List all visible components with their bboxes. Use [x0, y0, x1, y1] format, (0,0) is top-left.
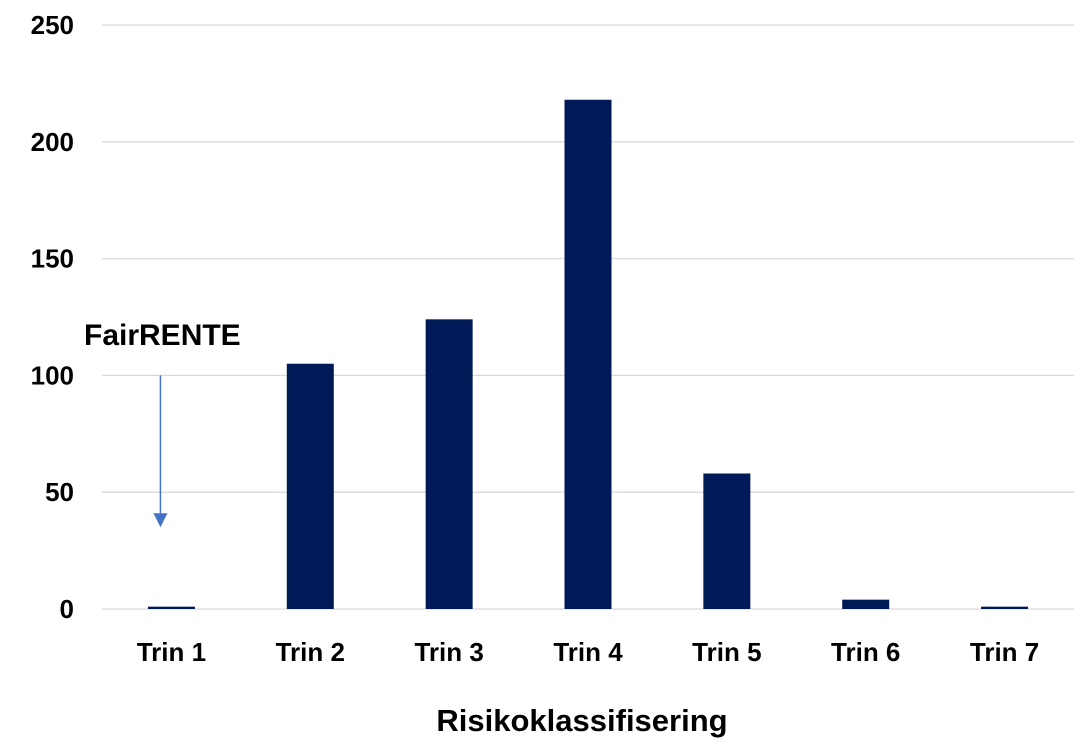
x-tick-label: Trin 4 [553, 637, 623, 667]
bar [703, 473, 751, 609]
bar [147, 606, 195, 609]
x-axis-label: Risikoklassifisering [436, 703, 727, 738]
x-tick-label: Trin 5 [692, 637, 761, 667]
x-tick-label: Trin 2 [276, 637, 345, 667]
x-tick-label: Trin 1 [137, 637, 206, 667]
x-tick-label: Trin 6 [831, 637, 900, 667]
y-tick-label: 150 [31, 244, 74, 274]
bar [981, 606, 1029, 609]
bar [425, 319, 473, 609]
y-tick-label: 250 [31, 10, 74, 40]
x-axis-tick-labels: Trin 1 Trin 2 Trin 3 Trin 4 Trin 5 Trin 6 Trin… [137, 637, 1040, 667]
x-tick-label: Trin 3 [414, 637, 483, 667]
bars [147, 99, 1029, 609]
y-tick-label: 50 [45, 477, 74, 507]
annotation-label: FairRENTE [84, 319, 241, 352]
y-tick-label: 100 [31, 360, 74, 390]
bar [286, 363, 334, 609]
annotation: FairRENTE [84, 319, 241, 528]
y-axis-tick-labels: 0 50 100 150 200 250 [31, 10, 74, 624]
y-tick-label: 0 [60, 594, 74, 624]
x-tick-label: Trin 7 [970, 637, 1039, 667]
bar [564, 99, 612, 609]
y-tick-label: 200 [31, 127, 74, 157]
annotation-arrow-head [153, 513, 168, 528]
bar [842, 599, 890, 609]
